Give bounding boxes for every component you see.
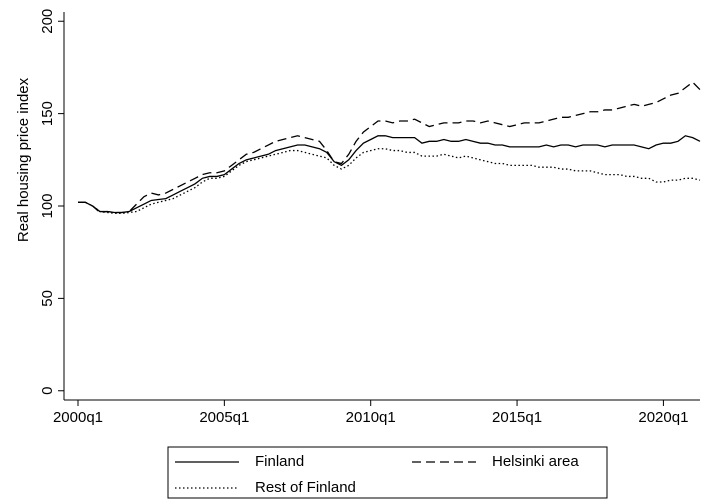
y-tick-label: 0 (39, 387, 56, 395)
x-tick-label: 2010q1 (346, 409, 396, 426)
y-tick-label: 200 (39, 9, 56, 34)
line-series (78, 148, 701, 215)
x-tick-label: 2015q1 (492, 409, 542, 426)
legend-label: Helsinki area (492, 453, 579, 470)
x-tick-label: 2020q1 (638, 409, 688, 426)
x-tick-label: 2005q1 (199, 409, 249, 426)
y-tick-label: 150 (39, 101, 56, 126)
y-tick-label: 100 (39, 193, 56, 218)
line-series (78, 135, 701, 214)
y-axis-label: Real housing price index (15, 77, 32, 242)
line-series (78, 81, 701, 214)
legend-box (167, 446, 608, 499)
y-tick-label: 50 (39, 290, 56, 307)
legend-label: Finland (255, 453, 304, 470)
legend-label: Rest of Finland (255, 479, 356, 496)
x-tick-label: 2000q1 (53, 409, 103, 426)
